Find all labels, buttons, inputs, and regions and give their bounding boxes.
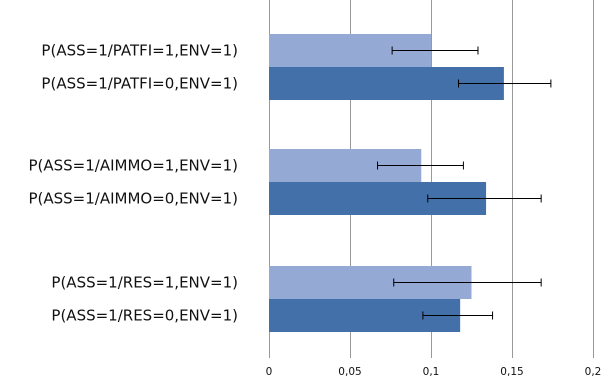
error-bar: [391, 46, 479, 55]
category-label: P(ASS=1/RES=1,ENV=1): [51, 274, 238, 292]
x-tick-label: 0,05: [338, 366, 361, 378]
x-axis-ticks: 0 0,05 0,1 0,15 0,2: [266, 366, 602, 378]
category-label: P(ASS=1/AIMMO=1,ENV=1): [28, 157, 238, 175]
error-bar: [377, 161, 464, 170]
category-label: P(ASS=1/RES=0,ENV=1): [51, 307, 238, 325]
error-bar: [427, 194, 542, 203]
category-labels: P(ASS=1/PATFI=1,ENV=1) P(ASS=1/PATFI=0,EN…: [28, 42, 238, 325]
x-tick-label: 0,2: [585, 366, 602, 378]
category-label: P(ASS=1/PATFI=0,ENV=1): [41, 75, 238, 93]
x-tick-label: 0,1: [423, 366, 440, 378]
bars-group: [269, 34, 504, 332]
category-label: P(ASS=1/AIMMO=0,ENV=1): [28, 190, 238, 208]
category-label: P(ASS=1/PATFI=1,ENV=1): [41, 42, 238, 60]
x-tick-label: 0,15: [500, 366, 523, 378]
x-tick-label: 0: [266, 366, 273, 378]
error-bar: [422, 311, 494, 320]
error-bars-group: [377, 46, 552, 320]
error-bar: [458, 79, 552, 88]
error-bar: [393, 278, 542, 287]
